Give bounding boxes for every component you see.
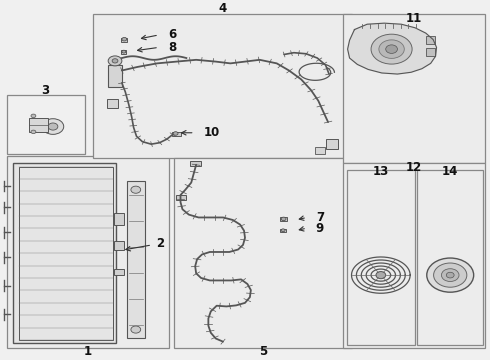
Bar bbox=[19, 167, 113, 340]
Bar bbox=[127, 181, 145, 338]
Bar bbox=[6, 156, 169, 348]
Bar bbox=[172, 132, 180, 136]
Bar bbox=[174, 158, 352, 348]
Bar bbox=[108, 65, 122, 86]
Text: 13: 13 bbox=[373, 165, 389, 179]
Bar bbox=[343, 163, 486, 348]
Text: 6: 6 bbox=[168, 28, 176, 41]
Text: 10: 10 bbox=[203, 126, 220, 139]
Bar bbox=[175, 195, 186, 200]
Circle shape bbox=[131, 326, 141, 333]
Circle shape bbox=[446, 272, 454, 278]
Circle shape bbox=[371, 34, 412, 64]
Text: 12: 12 bbox=[406, 161, 422, 174]
Circle shape bbox=[31, 114, 36, 118]
Circle shape bbox=[386, 45, 397, 53]
Text: 9: 9 bbox=[316, 222, 324, 235]
Bar bbox=[114, 241, 124, 250]
Bar bbox=[343, 14, 486, 163]
Circle shape bbox=[122, 50, 126, 53]
Text: 11: 11 bbox=[406, 12, 422, 26]
Bar bbox=[315, 147, 325, 154]
Bar bbox=[114, 213, 124, 225]
Circle shape bbox=[281, 217, 286, 221]
Bar bbox=[326, 139, 338, 149]
Bar bbox=[107, 99, 118, 108]
Bar bbox=[13, 163, 116, 343]
Bar bbox=[346, 170, 415, 345]
Circle shape bbox=[42, 119, 64, 134]
Text: 7: 7 bbox=[316, 211, 324, 224]
Bar bbox=[93, 14, 352, 158]
Circle shape bbox=[108, 56, 122, 66]
Bar bbox=[28, 118, 48, 132]
Bar bbox=[122, 39, 127, 42]
Bar bbox=[114, 269, 124, 275]
Bar bbox=[280, 217, 287, 221]
Circle shape bbox=[131, 186, 141, 193]
Bar bbox=[122, 50, 126, 54]
Text: 1: 1 bbox=[84, 345, 92, 358]
Circle shape bbox=[112, 59, 118, 63]
Bar bbox=[280, 229, 286, 233]
Bar bbox=[417, 170, 484, 345]
Circle shape bbox=[122, 37, 127, 41]
Bar bbox=[426, 36, 435, 44]
Polygon shape bbox=[347, 23, 437, 74]
Circle shape bbox=[48, 123, 58, 130]
Bar bbox=[426, 49, 435, 56]
Text: 8: 8 bbox=[168, 41, 176, 54]
Circle shape bbox=[281, 229, 285, 232]
Text: 3: 3 bbox=[42, 84, 49, 96]
Circle shape bbox=[379, 40, 404, 58]
Bar bbox=[6, 95, 85, 154]
Circle shape bbox=[427, 258, 474, 292]
Circle shape bbox=[434, 263, 467, 287]
Circle shape bbox=[376, 271, 386, 279]
Text: 14: 14 bbox=[442, 165, 459, 179]
Circle shape bbox=[441, 269, 459, 282]
Text: 5: 5 bbox=[259, 345, 267, 358]
Circle shape bbox=[173, 132, 178, 135]
Circle shape bbox=[31, 130, 36, 134]
Text: 2: 2 bbox=[156, 237, 164, 250]
Bar bbox=[190, 161, 201, 166]
Text: 4: 4 bbox=[219, 3, 227, 15]
